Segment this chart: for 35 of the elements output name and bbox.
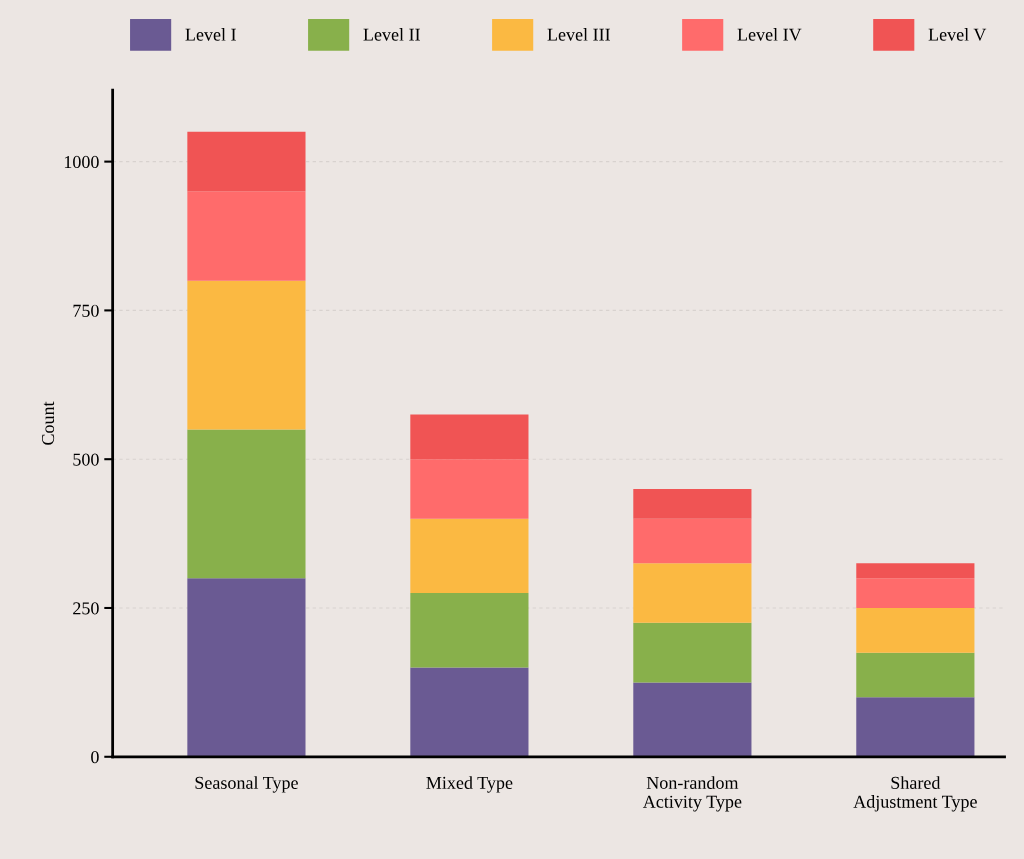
legend-label: Level V bbox=[928, 28, 987, 41]
y-tick-label: 750 bbox=[73, 304, 99, 317]
bar bbox=[856, 578, 975, 608]
y-axis-title: Count bbox=[41, 401, 55, 445]
legend-label: Level III bbox=[547, 28, 610, 41]
bar bbox=[633, 622, 752, 683]
bar bbox=[856, 563, 975, 579]
x-tick-label: Shared Adjustment Type bbox=[853, 776, 977, 812]
bar bbox=[410, 414, 529, 460]
y-tick-label: 250 bbox=[73, 602, 99, 615]
bar bbox=[856, 607, 975, 653]
legend-label: Level I bbox=[185, 28, 236, 41]
bar bbox=[187, 578, 306, 757]
bar bbox=[410, 667, 529, 757]
y-tick-label: 0 bbox=[91, 751, 99, 764]
bar bbox=[856, 697, 975, 757]
bar bbox=[187, 191, 306, 281]
x-tick-label: Seasonal Type bbox=[195, 776, 298, 793]
bar bbox=[187, 280, 306, 430]
bar bbox=[856, 652, 975, 698]
bar bbox=[410, 459, 529, 519]
legend-label: Level IV bbox=[737, 28, 802, 41]
legend-label: Level II bbox=[363, 28, 420, 41]
x-tick-label: Non-random Activity Type bbox=[642, 776, 742, 812]
bar bbox=[410, 518, 529, 594]
x-tick-label: Mixed Type bbox=[426, 776, 513, 793]
bar bbox=[633, 563, 752, 623]
bar bbox=[633, 518, 752, 564]
bar bbox=[187, 429, 306, 579]
y-tick-label: 500 bbox=[73, 453, 99, 466]
bar bbox=[633, 682, 752, 757]
bar bbox=[633, 488, 752, 519]
bar bbox=[410, 593, 529, 668]
bar bbox=[187, 131, 306, 192]
y-tick-label: 1000 bbox=[64, 155, 99, 169]
